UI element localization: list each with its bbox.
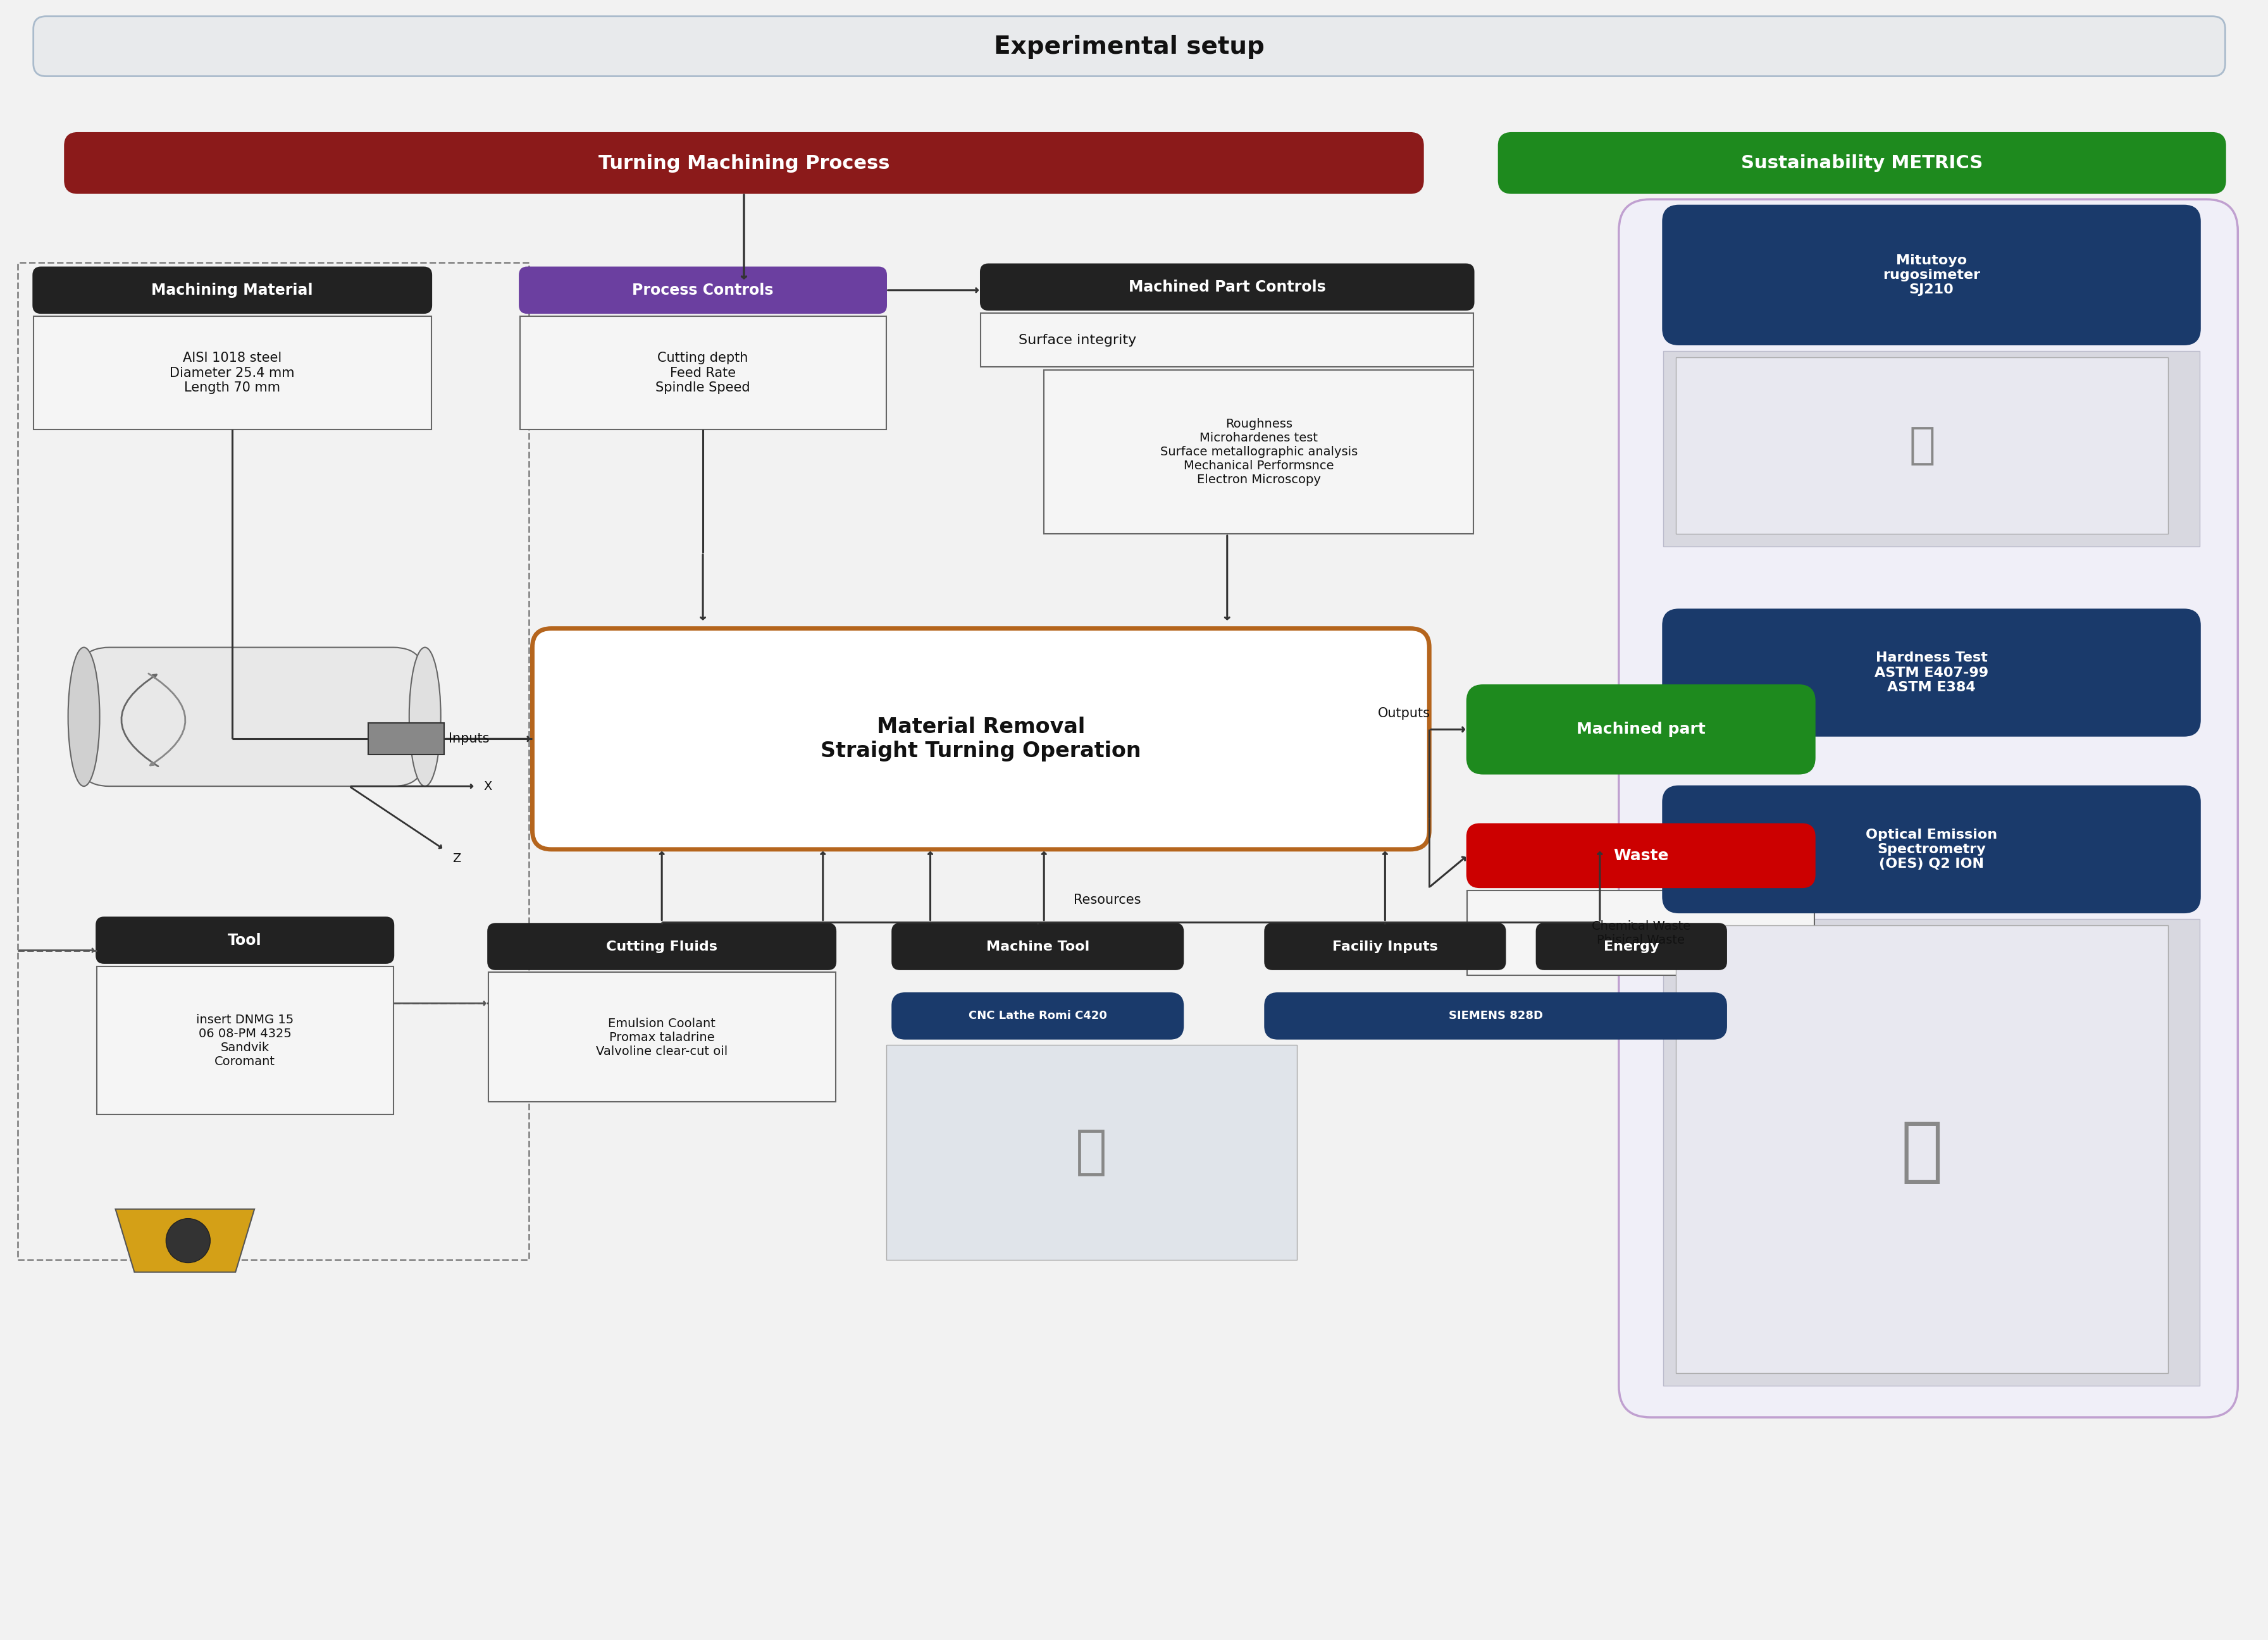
FancyBboxPatch shape	[1499, 133, 2225, 194]
Bar	[18, 262, 528, 1260]
FancyBboxPatch shape	[66, 133, 1422, 194]
Text: Process Controls: Process Controls	[633, 282, 773, 298]
Bar	[1467, 891, 1814, 976]
Text: Material Removal
Straight Turning Operation: Material Removal Straight Turning Operat…	[821, 717, 1141, 761]
Text: Waste: Waste	[1613, 848, 1669, 863]
Text: Sustainability METRICS: Sustainability METRICS	[1742, 154, 1982, 172]
Text: Machined part: Machined part	[1576, 722, 1706, 736]
FancyBboxPatch shape	[1266, 994, 1726, 1038]
Text: Chemical Waste
Phisical Waste: Chemical Waste Phisical Waste	[1592, 920, 1690, 946]
FancyBboxPatch shape	[1662, 786, 2200, 912]
Bar	[519, 317, 887, 430]
Ellipse shape	[68, 648, 100, 786]
FancyBboxPatch shape	[1662, 205, 2200, 344]
FancyBboxPatch shape	[1467, 825, 1814, 887]
Circle shape	[166, 1219, 211, 1263]
FancyBboxPatch shape	[34, 267, 431, 313]
FancyBboxPatch shape	[891, 923, 1184, 969]
Bar	[98, 966, 392, 1115]
FancyBboxPatch shape	[980, 264, 1474, 310]
Text: Outputs: Outputs	[1377, 707, 1431, 720]
FancyBboxPatch shape	[77, 648, 424, 786]
Text: Experimental setup: Experimental setup	[993, 34, 1266, 59]
Bar	[887, 1045, 1297, 1260]
FancyBboxPatch shape	[98, 917, 392, 963]
Text: 🔬: 🔬	[1901, 1118, 1944, 1186]
FancyBboxPatch shape	[891, 994, 1184, 1038]
Text: 📏: 📏	[1910, 425, 1935, 467]
Text: SIEMENS 828D: SIEMENS 828D	[1449, 1010, 1542, 1022]
Text: AISI 1018 steel
Diameter 25.4 mm
Length 70 mm: AISI 1018 steel Diameter 25.4 mm Length …	[170, 353, 295, 394]
Text: Energy: Energy	[1603, 940, 1660, 953]
Bar	[980, 313, 1474, 367]
Text: Resources: Resources	[1073, 894, 1141, 907]
Text: 🏭: 🏭	[1075, 1127, 1107, 1178]
FancyBboxPatch shape	[1538, 923, 1726, 969]
FancyBboxPatch shape	[533, 628, 1429, 850]
Text: Roughness
Microhardenes test
Surface metallographic analysis
Mechanical Performs: Roughness Microhardenes test Surface met…	[1159, 418, 1359, 485]
Bar	[1676, 358, 2168, 533]
Text: Machine Tool: Machine Tool	[987, 940, 1089, 953]
Bar	[488, 973, 835, 1102]
FancyBboxPatch shape	[1619, 200, 2239, 1417]
Text: Faciliy Inputs: Faciliy Inputs	[1331, 940, 1438, 953]
FancyBboxPatch shape	[34, 16, 2225, 75]
FancyBboxPatch shape	[519, 267, 887, 313]
Text: Optical Emission
Spectrometry
(OES) Q2 ION: Optical Emission Spectrometry (OES) Q2 I…	[1867, 828, 1998, 871]
Text: Tool: Tool	[229, 933, 261, 948]
Text: X: X	[483, 781, 492, 792]
Text: Mitutoyo
rugosimeter
SJ210: Mitutoyo rugosimeter SJ210	[1882, 254, 1980, 297]
Text: Cutting Fluids: Cutting Fluids	[606, 940, 717, 953]
Bar	[1662, 351, 2200, 546]
Text: Z: Z	[451, 853, 460, 864]
Text: Cutting depth
Feed Rate
Spindle Speed: Cutting depth Feed Rate Spindle Speed	[655, 353, 751, 394]
Text: Surface integrity: Surface integrity	[1018, 333, 1136, 346]
Bar	[1662, 918, 2200, 1386]
FancyBboxPatch shape	[1467, 686, 1814, 774]
FancyBboxPatch shape	[488, 923, 835, 969]
FancyBboxPatch shape	[1662, 610, 2200, 736]
Bar	[1043, 369, 1474, 533]
FancyBboxPatch shape	[1266, 923, 1506, 969]
Text: Turning Machining Process: Turning Machining Process	[599, 154, 889, 172]
Text: Hardness Test
ASTM E407-99
ASTM E384: Hardness Test ASTM E407-99 ASTM E384	[1873, 651, 1989, 694]
Polygon shape	[116, 1209, 254, 1273]
Polygon shape	[367, 723, 445, 754]
Text: insert DNMG 15
06 08-PM 4325
Sandvik
Coromant: insert DNMG 15 06 08-PM 4325 Sandvik Cor…	[195, 1014, 295, 1068]
Text: CNC Lathe Romi C420: CNC Lathe Romi C420	[968, 1010, 1107, 1022]
Ellipse shape	[408, 648, 440, 786]
Text: Emulsion Coolant
Promax taladrine
Valvoline clear-cut oil: Emulsion Coolant Promax taladrine Valvol…	[596, 1017, 728, 1058]
Bar	[1676, 925, 2168, 1373]
Text: Machining Material: Machining Material	[152, 282, 313, 298]
Text: Inputs: Inputs	[449, 733, 490, 745]
Text: Machined Part Controls: Machined Part Controls	[1129, 279, 1327, 295]
Bar	[34, 317, 431, 430]
